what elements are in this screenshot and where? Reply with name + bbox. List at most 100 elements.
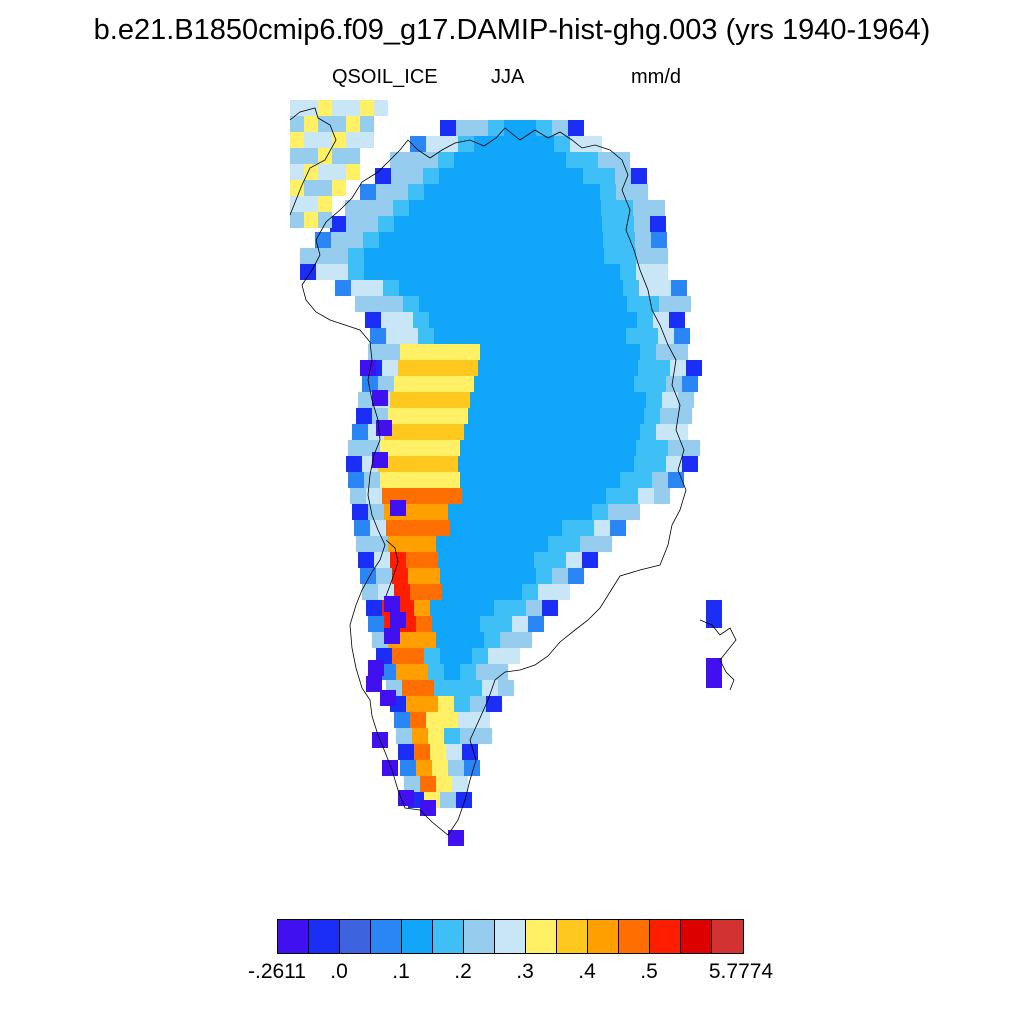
map-cell xyxy=(518,152,534,168)
map-cell xyxy=(522,216,538,232)
map-cell xyxy=(427,232,443,248)
map-cell xyxy=(402,520,418,536)
map-cell xyxy=(397,312,413,328)
map-cell xyxy=(461,312,477,328)
map-cell xyxy=(430,744,446,760)
map-cell xyxy=(615,168,631,184)
map-cell xyxy=(471,168,487,184)
map-cell xyxy=(451,296,467,312)
map-cell xyxy=(428,728,444,744)
map-cell xyxy=(618,456,634,472)
map-cell xyxy=(438,152,454,168)
map-cell xyxy=(446,744,462,760)
map-cell xyxy=(384,628,400,644)
map-cell xyxy=(440,184,456,200)
colorbar-tick-label: .4 xyxy=(578,960,596,983)
map-cell xyxy=(542,360,558,376)
map-cell xyxy=(535,168,551,184)
map-cell xyxy=(442,136,458,152)
map-cell xyxy=(460,264,476,280)
map-cell xyxy=(332,132,346,148)
map-cell xyxy=(602,216,618,232)
map-cell xyxy=(656,344,672,360)
map-cell xyxy=(346,164,360,180)
map-cell xyxy=(522,456,538,472)
colorbar-tick-label: -.2611 xyxy=(248,960,306,983)
map-cell xyxy=(602,376,618,392)
map-cell xyxy=(538,456,554,472)
map-cell xyxy=(546,328,562,344)
map-cell xyxy=(396,248,412,264)
map-cell xyxy=(452,408,468,424)
map-cell xyxy=(538,136,554,152)
map-cell xyxy=(623,280,639,296)
map-cell xyxy=(525,312,541,328)
map-cell xyxy=(432,424,448,440)
map-cell xyxy=(355,296,371,312)
map-cell xyxy=(595,296,611,312)
map-cell xyxy=(432,760,448,776)
map-cell xyxy=(318,196,332,212)
map-cell xyxy=(622,488,638,504)
map-cell xyxy=(500,632,516,648)
map-cell xyxy=(580,536,596,552)
map-cell xyxy=(368,616,384,632)
map-cell xyxy=(524,472,540,488)
map-cell xyxy=(566,152,582,168)
map-cell xyxy=(348,472,364,488)
map-cell xyxy=(380,264,396,280)
map-cell xyxy=(586,376,602,392)
map-cell xyxy=(575,280,591,296)
map-cell xyxy=(418,680,434,696)
map-cell xyxy=(390,392,406,408)
map-cell xyxy=(654,488,670,504)
map-cell xyxy=(538,584,554,600)
map-cell xyxy=(406,696,422,712)
map-cell xyxy=(383,280,399,296)
map-cell xyxy=(360,100,374,116)
map-cell xyxy=(570,136,586,152)
map-cell xyxy=(318,164,332,180)
map-cell xyxy=(706,658,722,688)
map-cell xyxy=(424,568,440,584)
map-cell xyxy=(678,392,694,408)
map-cell xyxy=(470,552,486,568)
map-cell xyxy=(640,424,656,440)
map-cell xyxy=(638,488,654,504)
map-cell xyxy=(372,536,388,552)
map-cell xyxy=(408,568,424,584)
map-cell xyxy=(524,264,540,280)
map-cell xyxy=(582,152,598,168)
map-cell xyxy=(537,200,553,216)
map-cell xyxy=(443,232,459,248)
map-cell xyxy=(439,168,455,184)
map-cell xyxy=(458,376,474,392)
map-field-cells xyxy=(290,100,722,846)
map-cell xyxy=(494,360,510,376)
map-cell xyxy=(332,248,348,264)
map-cell xyxy=(470,392,486,408)
map-cell xyxy=(636,472,652,488)
map-cell xyxy=(468,408,484,424)
map-cell xyxy=(290,116,304,132)
map-cell xyxy=(508,264,524,280)
map-cell xyxy=(446,600,462,616)
map-cell xyxy=(560,424,576,440)
map-cell xyxy=(542,600,558,616)
map-cell xyxy=(601,200,617,216)
map-cell xyxy=(496,424,512,440)
map-cell xyxy=(556,440,572,456)
map-cell xyxy=(459,232,475,248)
map-cell xyxy=(420,536,436,552)
map-cell xyxy=(506,216,522,232)
map-cell xyxy=(422,152,438,168)
map-cell xyxy=(290,212,304,228)
map-cell xyxy=(638,360,654,376)
map-cell xyxy=(504,568,520,584)
map-cell xyxy=(426,376,442,392)
map-cell xyxy=(530,520,546,536)
map-cell xyxy=(426,136,442,152)
map-cell xyxy=(504,648,520,664)
map-cell xyxy=(410,376,426,392)
colorbar-swatch xyxy=(495,920,526,953)
